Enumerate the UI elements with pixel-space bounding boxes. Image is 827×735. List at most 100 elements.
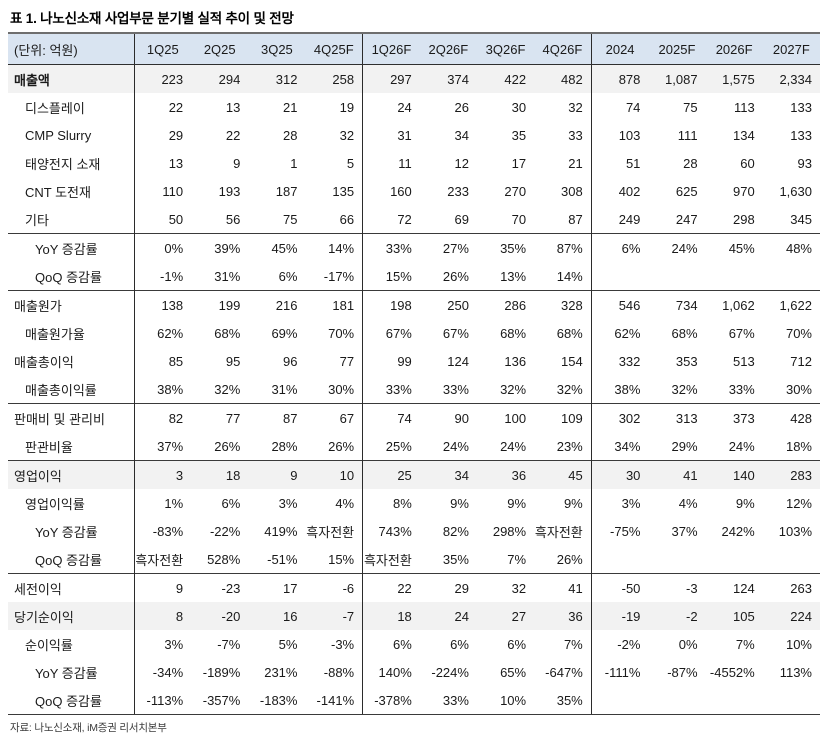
cell: 17 — [511, 155, 527, 171]
cell: -357% — [191, 686, 249, 715]
row-label: QoQ 증감률 — [8, 262, 135, 291]
row-label: CMP Slurry — [8, 121, 135, 149]
cell: -2% — [617, 636, 641, 652]
cell: 흑자전환 — [135, 552, 184, 568]
cell: -75% — [610, 523, 641, 539]
column-header: 2024 — [591, 34, 649, 65]
cell: 419% — [264, 523, 298, 539]
cell — [648, 686, 706, 715]
cell: 50 — [168, 211, 184, 227]
cell: 4% — [305, 489, 364, 517]
cell: 297 — [362, 64, 420, 93]
cell: 70% — [305, 319, 364, 347]
cell: -50 — [591, 573, 649, 602]
cell: 373 — [705, 403, 763, 432]
cell: -111% — [604, 664, 641, 680]
cell: 93 — [797, 155, 812, 171]
cell: 4% — [678, 495, 698, 511]
cell: 249 — [618, 211, 641, 227]
cell: 41 — [648, 460, 706, 489]
cell: 12 — [454, 155, 469, 171]
table-row: 매출원가율 62% 68% 69% 70% 67% 67% 68% 68% 62% 68% 67% 70… — [8, 319, 820, 347]
cell: 38% — [614, 381, 641, 397]
cell: 32 — [476, 573, 535, 602]
row-label: 매출총이익 — [8, 347, 135, 375]
table-row: 영업이익률 1% 6% 3% 4% 8% 9% 9% 9% 3% 4% 9% 12% — [8, 489, 820, 517]
cell: 193 — [218, 183, 241, 199]
cell: 712 — [790, 353, 812, 369]
cell: 21 — [534, 149, 592, 177]
cell: 111 — [677, 127, 698, 143]
cell: 308 — [534, 177, 592, 205]
cell: 12% — [785, 495, 812, 511]
cell: 67% — [442, 325, 469, 341]
cell: 35% — [476, 233, 535, 262]
cell: 5% — [278, 636, 298, 652]
row-label: 영업이익률 — [8, 489, 135, 517]
cell: 27 — [476, 602, 535, 630]
cell: 298 — [733, 211, 755, 227]
cell: 1,062 — [705, 290, 763, 319]
cell: 45% — [248, 233, 306, 262]
cell: 136 — [504, 353, 527, 369]
cell: 24% — [648, 233, 706, 262]
cell — [762, 686, 820, 715]
cell: 187 — [275, 183, 298, 199]
cell: 69% — [271, 325, 298, 341]
row-label: 판매비 및 관리비 — [8, 403, 135, 432]
cell: 242% — [721, 523, 755, 539]
cell: 154 — [534, 347, 592, 375]
cell: 45% — [705, 233, 763, 262]
cell: -378% — [362, 686, 420, 715]
cell: 140 — [705, 460, 763, 489]
cell: 198 — [362, 290, 420, 319]
cell: 513 — [733, 353, 755, 369]
cell: 134 — [733, 127, 755, 143]
cell: 69 — [454, 211, 469, 227]
cell: 133 — [790, 99, 812, 115]
cell: 34 — [419, 460, 477, 489]
cell: 345 — [790, 211, 812, 227]
cell: 9 — [134, 573, 192, 602]
cell: 87% — [534, 233, 592, 262]
cell — [591, 545, 648, 574]
cell: 247 — [675, 211, 698, 227]
cell — [706, 545, 763, 574]
cell: 30 — [591, 460, 649, 489]
cell: 133 — [790, 127, 812, 143]
row-label: 기타 — [8, 205, 135, 234]
cell: 33% — [442, 381, 469, 397]
table-title: 표 1. 나노신소재 사업부문 분기별 실적 추이 및 전망 — [10, 11, 294, 26]
cell — [648, 262, 705, 291]
cell: 33% — [385, 381, 412, 397]
cell: 312 — [248, 64, 306, 93]
table-row: CMP Slurry 29 22 28 32 31 34 35 33 103 111 134 133 — [8, 121, 820, 149]
cell: -3 — [648, 573, 706, 602]
cell: 25% — [385, 438, 412, 454]
cell: 9% — [534, 489, 592, 517]
cell: 흑자전환 — [305, 517, 364, 545]
header-row: (단위: 억원) 1Q25 2Q25 3Q25 4Q25F 1Q26F 2Q26F 3Q26F… — [8, 34, 820, 65]
cell: 10 — [305, 460, 364, 489]
cell: 9% — [735, 495, 755, 511]
cell: 68% — [671, 325, 698, 341]
cell: 95 — [225, 353, 241, 369]
cell: 294 — [191, 64, 249, 93]
cell: 32 — [534, 93, 592, 121]
cell: -17% — [305, 262, 364, 291]
table-row: 판매비 및 관리비 82 77 87 67 74 90 100 109 302 313 373 428 — [8, 403, 820, 432]
table-row: YoY 증감률 0% 39% 45% 14% 33% 27% 35% 87% 6% 24% 45% 48… — [8, 233, 820, 262]
cell: 26 — [454, 99, 469, 115]
cell: 34% — [614, 438, 641, 454]
cell: 113% — [779, 664, 812, 680]
cell: 402 — [618, 183, 641, 199]
cell: 11 — [398, 155, 412, 171]
cell: 332 — [618, 353, 641, 369]
cell: 29 — [168, 127, 184, 143]
cell: 82% — [442, 523, 469, 539]
cell: 1% — [164, 495, 184, 511]
cell: 105 — [705, 602, 763, 630]
cell: 233 — [447, 183, 469, 199]
cell: 37% — [157, 438, 184, 454]
